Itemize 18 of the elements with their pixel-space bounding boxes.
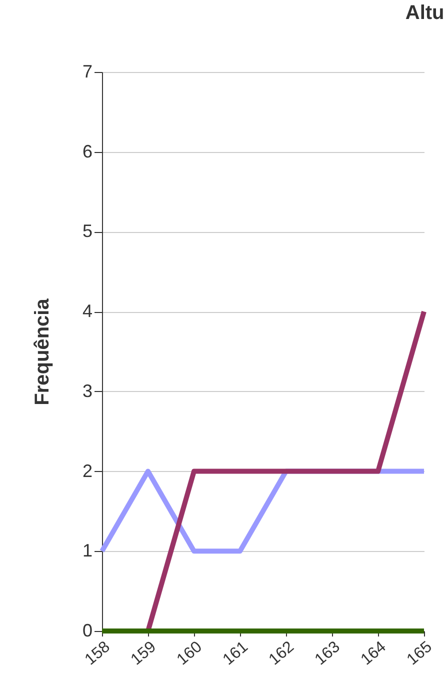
y-axis-title: Frequência (31, 298, 54, 406)
y-tick-label: 7 (82, 62, 92, 82)
y-tick-label: 3 (82, 380, 92, 401)
x-tick-label: 162 (266, 638, 298, 669)
y-tick-label: 6 (82, 141, 92, 162)
x-tick-label: 161 (220, 638, 252, 669)
x-tick-label: 160 (174, 638, 206, 669)
chart-title: Altu (405, 2, 444, 24)
y-tick-label: 2 (82, 460, 92, 481)
y-tick-label: 5 (82, 221, 92, 242)
y-tick-label: 1 (82, 540, 92, 561)
x-tick-label: 163 (312, 638, 344, 669)
x-tick-label: 158 (82, 638, 114, 669)
x-tick-label: 159 (128, 638, 160, 669)
x-tick-label: 165 (404, 638, 436, 669)
y-tick-label: 4 (82, 301, 92, 322)
x-tick-label: 164 (358, 638, 390, 669)
y-tick-label: 0 (82, 620, 92, 640)
